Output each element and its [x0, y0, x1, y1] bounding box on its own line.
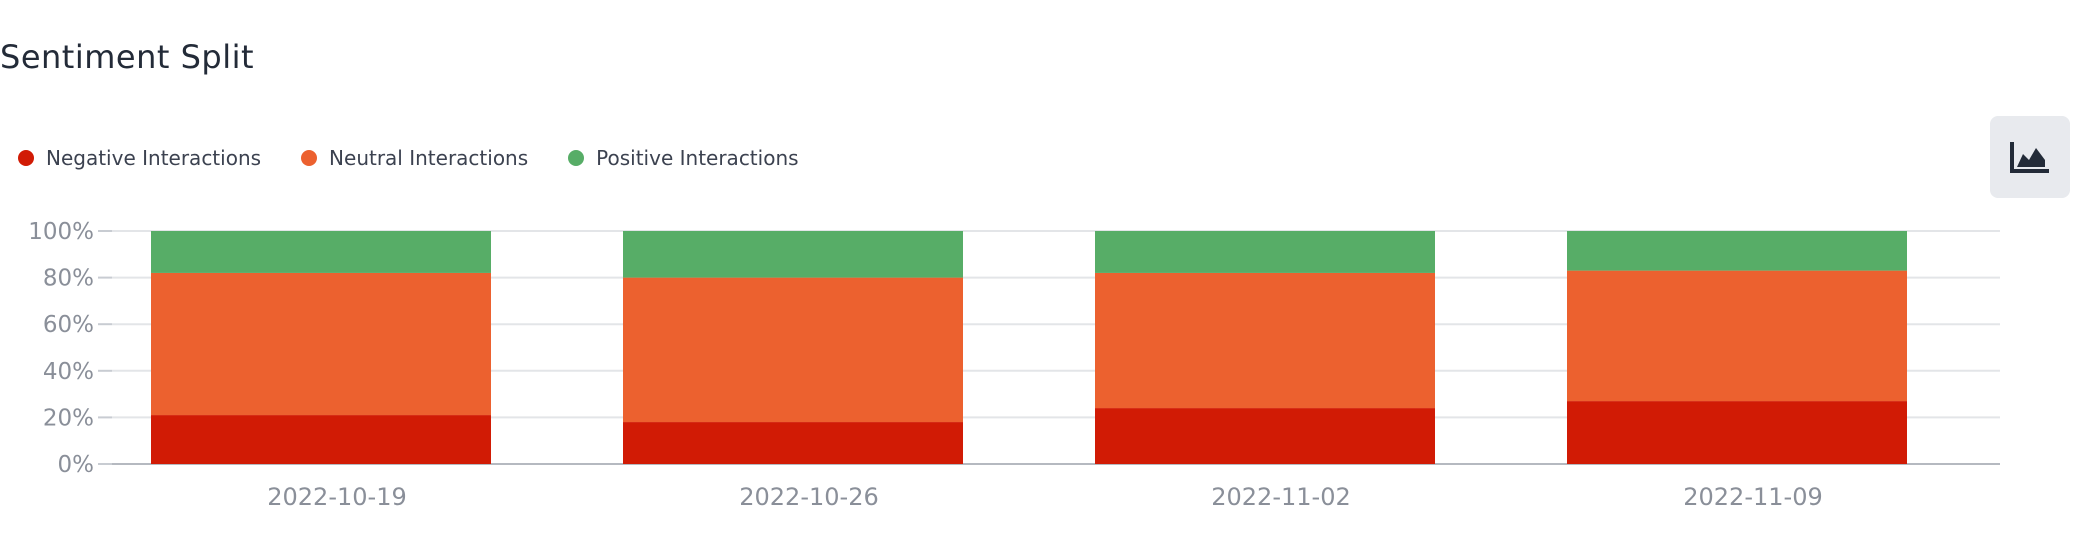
- bar-segment-positive-interactions: [1567, 231, 1907, 271]
- legend: Negative Interactions Neutral Interactio…: [18, 146, 839, 170]
- x-tick-label: 2022-10-19: [267, 483, 406, 511]
- bar-segment-negative-interactions: [1095, 408, 1435, 464]
- y-tick-label: 80%: [43, 266, 94, 292]
- y-tick-label: 100%: [28, 219, 94, 245]
- y-tick-label: 60%: [43, 312, 94, 338]
- bar-segment-negative-interactions: [623, 422, 963, 464]
- area-chart-icon: [2010, 142, 2049, 173]
- legend-dot-neutral: [301, 150, 318, 166]
- bar-segment-positive-interactions: [623, 231, 963, 278]
- chart-type-toggle-button[interactable]: [1990, 116, 2070, 198]
- bar-segment-neutral-interactions: [623, 277, 963, 423]
- y-tick-label: 40%: [43, 359, 94, 385]
- legend-item-neutral[interactable]: Neutral Interactions: [301, 146, 528, 170]
- legend-item-negative[interactable]: Negative Interactions: [18, 146, 261, 170]
- bar-segment-neutral-interactions: [1567, 270, 1907, 402]
- legend-dot-positive: [568, 150, 585, 166]
- bar-segment-positive-interactions: [151, 231, 491, 273]
- bar-segment-neutral-interactions: [151, 272, 491, 416]
- x-tick-label: 2022-11-02: [1211, 483, 1350, 511]
- legend-dot-negative: [18, 150, 34, 166]
- y-tick-label: 0%: [58, 452, 95, 478]
- bar-segment-positive-interactions: [1095, 231, 1435, 273]
- x-tick-label: 2022-11-09: [1683, 483, 1822, 511]
- bar-segment-negative-interactions: [151, 415, 491, 464]
- legend-label-neutral: Neutral Interactions: [329, 146, 529, 170]
- legend-item-positive[interactable]: Positive Interactions: [568, 146, 799, 170]
- y-tick-label: 20%: [43, 405, 94, 431]
- bar-segment-neutral-interactions: [1095, 272, 1435, 409]
- x-tick-label: 2022-10-26: [739, 483, 878, 511]
- legend-label-negative: Negative Interactions: [46, 146, 262, 170]
- legend-label-positive: Positive Interactions: [596, 146, 799, 170]
- bar-segment-negative-interactions: [1567, 401, 1907, 464]
- chart-title: Sentiment Split: [0, 38, 255, 76]
